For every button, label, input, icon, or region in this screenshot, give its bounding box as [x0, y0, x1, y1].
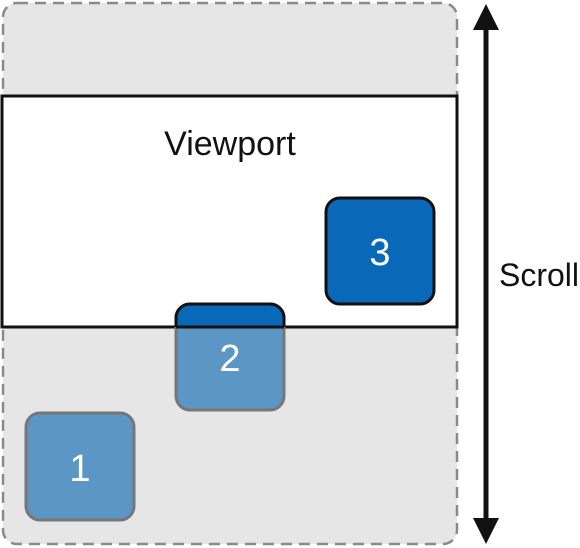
- box-1-label: 1: [69, 448, 90, 490]
- arrow-down-head: [473, 518, 499, 544]
- box-3-label: 3: [369, 232, 390, 274]
- box-2-label: 2: [219, 338, 240, 380]
- box-2-visible-part: [174, 302, 286, 327]
- box-3: [324, 196, 436, 306]
- scroll-arrow: [473, 4, 499, 544]
- viewport-label: Viewport: [164, 125, 296, 163]
- box-1: [24, 411, 136, 522]
- scroll-label: Scroll: [499, 257, 579, 293]
- arrow-up-head: [473, 4, 499, 30]
